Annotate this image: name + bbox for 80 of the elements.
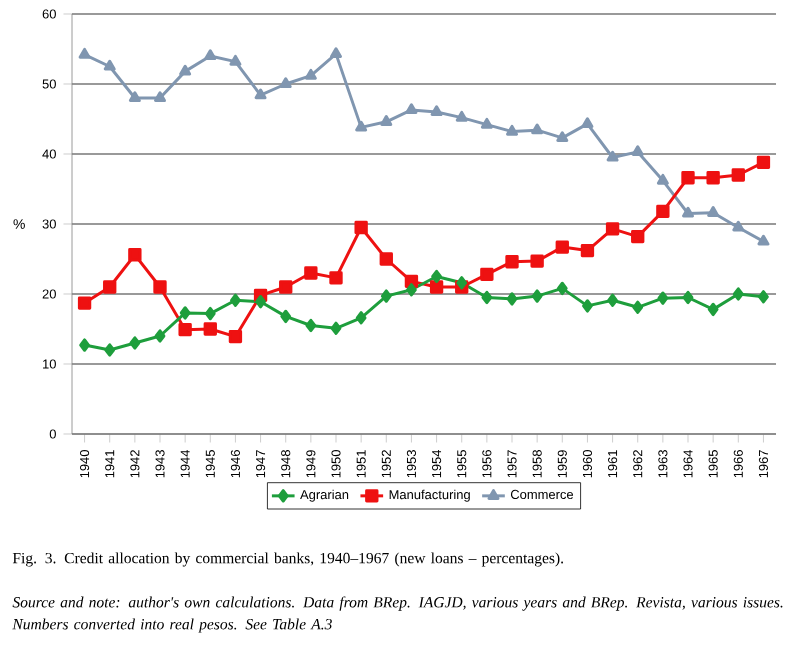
point — [230, 293, 241, 307]
point — [229, 54, 242, 66]
point — [178, 323, 192, 337]
point — [354, 220, 368, 235]
point — [255, 295, 266, 309]
point — [531, 289, 543, 303]
point — [707, 206, 720, 217]
point — [254, 88, 267, 100]
point — [681, 171, 695, 185]
point — [556, 281, 568, 296]
point — [480, 267, 494, 282]
point — [606, 150, 619, 162]
point — [455, 110, 468, 122]
point — [656, 204, 670, 219]
point — [79, 338, 90, 352]
point — [480, 117, 493, 129]
point — [758, 290, 769, 304]
point — [607, 293, 618, 307]
point — [631, 145, 644, 156]
point — [154, 329, 166, 343]
point — [656, 173, 669, 185]
point — [280, 309, 292, 324]
point — [555, 240, 569, 254]
point — [228, 330, 243, 344]
point — [631, 229, 645, 244]
point — [581, 117, 594, 128]
point — [154, 91, 166, 103]
point — [77, 296, 92, 310]
point — [380, 289, 392, 303]
point — [406, 283, 417, 297]
point — [103, 59, 116, 71]
point — [580, 243, 595, 258]
point — [304, 68, 317, 80]
point — [279, 77, 292, 89]
point — [505, 255, 519, 269]
point — [506, 292, 518, 306]
point — [732, 287, 744, 301]
point — [731, 168, 745, 182]
point — [103, 280, 117, 294]
point — [431, 269, 442, 284]
point — [78, 47, 91, 59]
point — [179, 64, 192, 76]
point — [330, 47, 342, 58]
point — [380, 115, 393, 126]
point — [706, 171, 720, 185]
point — [657, 291, 669, 305]
point — [682, 206, 694, 218]
point — [153, 280, 167, 294]
point — [430, 105, 443, 117]
point — [556, 131, 569, 142]
point — [104, 343, 116, 357]
point — [330, 321, 342, 335]
point — [329, 271, 343, 285]
point — [605, 222, 620, 236]
point — [506, 124, 518, 136]
point — [429, 280, 444, 294]
point — [707, 302, 719, 317]
point — [732, 220, 745, 232]
point — [128, 248, 142, 262]
point — [355, 120, 368, 132]
point — [756, 155, 771, 170]
point — [203, 322, 217, 336]
point — [530, 254, 544, 268]
point — [481, 290, 493, 305]
point — [279, 280, 293, 294]
point — [304, 266, 318, 280]
point — [682, 290, 694, 305]
point — [379, 252, 393, 266]
point — [757, 234, 770, 246]
point — [632, 300, 644, 314]
point — [204, 49, 217, 61]
point — [128, 91, 141, 103]
point — [305, 318, 317, 333]
point — [129, 336, 141, 350]
point — [355, 311, 367, 325]
point — [531, 123, 544, 135]
point — [582, 299, 593, 313]
point — [405, 103, 418, 114]
point — [179, 306, 191, 320]
point — [204, 306, 216, 321]
